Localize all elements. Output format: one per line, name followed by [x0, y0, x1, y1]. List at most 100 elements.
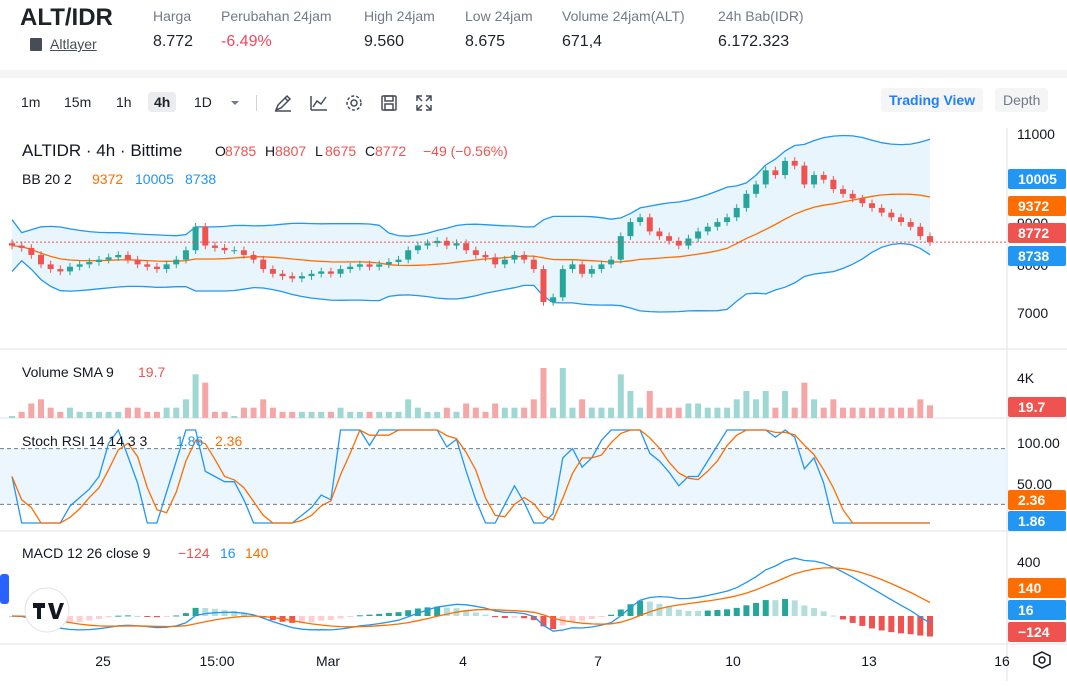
- macd-histogram-bar: [801, 605, 808, 616]
- candle-body: [173, 259, 180, 265]
- volume-bar: [540, 368, 547, 418]
- macd-histogram-bar: [637, 600, 644, 616]
- candle-body: [762, 170, 769, 185]
- volume-bar: [414, 407, 421, 418]
- volume-bar: [656, 407, 663, 418]
- macd-histogram-bar: [656, 603, 663, 616]
- ohlc-label: L: [315, 143, 323, 159]
- volume-bar: [878, 407, 885, 418]
- candle-body: [501, 259, 508, 265]
- volume-bar: [37, 399, 44, 418]
- volume-bar: [811, 399, 818, 418]
- bb-upper-value: 10005: [135, 171, 174, 187]
- volume-bar: [859, 407, 866, 418]
- volume-bar: [327, 411, 334, 418]
- macd-histogram-bar: [472, 612, 479, 616]
- volume-bar: [115, 411, 122, 418]
- volume-bar: [202, 382, 209, 418]
- macd-histogram-bar: [569, 616, 576, 622]
- stoch-d-tag-bg: [1008, 490, 1066, 510]
- timeframe-1h[interactable]: 1h: [116, 94, 132, 110]
- timeframe-4h[interactable]: 4h: [148, 92, 177, 112]
- candle-body: [482, 254, 489, 258]
- volume-bar: [337, 407, 344, 418]
- stat-value: 671,4: [562, 33, 603, 50]
- macd-histogram-bar: [240, 612, 247, 616]
- macd-histogram-bar: [550, 616, 557, 630]
- candle-body: [28, 247, 35, 255]
- volume-bar: [762, 391, 769, 418]
- market-header: ALT/IDR Altlayer Harga 8.772 Perubahan 24j…: [0, 0, 1067, 70]
- settings-icon[interactable]: [343, 92, 365, 114]
- volume-bar: [801, 382, 808, 418]
- macd-line: [11, 557, 931, 632]
- candle-body: [627, 222, 634, 237]
- timeframe-15m[interactable]: 15m: [64, 94, 92, 110]
- candle-body: [57, 269, 64, 272]
- macd-histogram-bar: [182, 613, 189, 616]
- volume-bar: [501, 407, 508, 418]
- ohlc-label: O: [215, 143, 226, 159]
- candle-body: [366, 264, 373, 267]
- volume-axis-label: 4K: [1017, 370, 1035, 386]
- volume-bar: [492, 403, 499, 418]
- macd-histogram-bar: [66, 616, 73, 623]
- toolbar-divider: [256, 95, 257, 111]
- macd-histogram-bar: [385, 613, 392, 616]
- token-link[interactable]: Altlayer: [30, 36, 97, 52]
- candle-body: [550, 297, 557, 302]
- trading-view-button[interactable]: Trading View: [881, 88, 984, 112]
- fullscreen-icon[interactable]: [413, 92, 435, 114]
- candle-body: [820, 175, 827, 180]
- candle-body: [308, 273, 315, 277]
- stoch-d-line: [11, 429, 930, 524]
- macd-histogram-bar: [173, 615, 180, 617]
- macd-histogram-bar: [772, 600, 779, 616]
- draw-icon[interactable]: [272, 92, 294, 114]
- ohlc-label: C: [365, 143, 375, 159]
- x-axis-label: 15:00: [199, 653, 234, 669]
- macd-histogram-bar: [163, 616, 170, 617]
- depth-button[interactable]: Depth: [995, 88, 1049, 112]
- pair-title: ALT/IDR: [20, 4, 113, 31]
- chevron-down-icon[interactable]: [228, 96, 242, 110]
- chart-settings-icon-center: [1038, 656, 1046, 664]
- timeframe-1d[interactable]: 1D: [194, 94, 212, 110]
- candle-body: [472, 250, 479, 255]
- ohlc-value: 8675: [325, 143, 356, 159]
- volume-bar: [830, 399, 837, 418]
- stat-3: Low 24jam 8.675: [465, 8, 533, 51]
- volume-bar: [95, 411, 102, 418]
- volume-bar: [192, 374, 199, 418]
- candle-body: [231, 250, 238, 252]
- candle-body: [869, 203, 876, 208]
- candle-body: [182, 250, 189, 260]
- save-icon[interactable]: [378, 92, 400, 114]
- macd-histogram-bar: [695, 610, 702, 616]
- candle-body: [211, 245, 218, 248]
- candle-body: [192, 226, 199, 251]
- volume-bar: [76, 411, 83, 418]
- volume-bar: [308, 411, 315, 418]
- stat-2: High 24jam 9.560: [364, 8, 435, 51]
- volume-bar: [772, 407, 779, 418]
- volume-bar: [163, 407, 170, 418]
- timeframe-1m[interactable]: 1m: [21, 94, 41, 110]
- candle-body: [385, 262, 392, 265]
- candle-body: [733, 207, 740, 218]
- token-name[interactable]: Altlayer: [50, 36, 97, 52]
- macd-histogram-bar: [95, 616, 102, 619]
- chart-area[interactable]: ALTIDR · 4h · Bittime O 8785 H 8807 L 8675 C 877…: [0, 126, 1067, 681]
- candle-body: [579, 264, 586, 274]
- ohlc-value: 8785: [225, 143, 256, 159]
- price-chart[interactable]: ALTIDR · 4h · Bittime O 8785 H 8807 L 8675 C 877…: [0, 126, 1067, 681]
- x-axis-label: 10: [725, 653, 741, 669]
- side-panel-toggle: [0, 574, 9, 604]
- macd-histogram-bar: [501, 616, 508, 619]
- candle-body: [782, 160, 789, 176]
- macd-histogram-bar: [395, 612, 402, 616]
- candle-body: [492, 257, 499, 265]
- candle-body: [724, 217, 731, 223]
- candle-body: [86, 262, 93, 265]
- indicator-icon[interactable]: [308, 92, 330, 114]
